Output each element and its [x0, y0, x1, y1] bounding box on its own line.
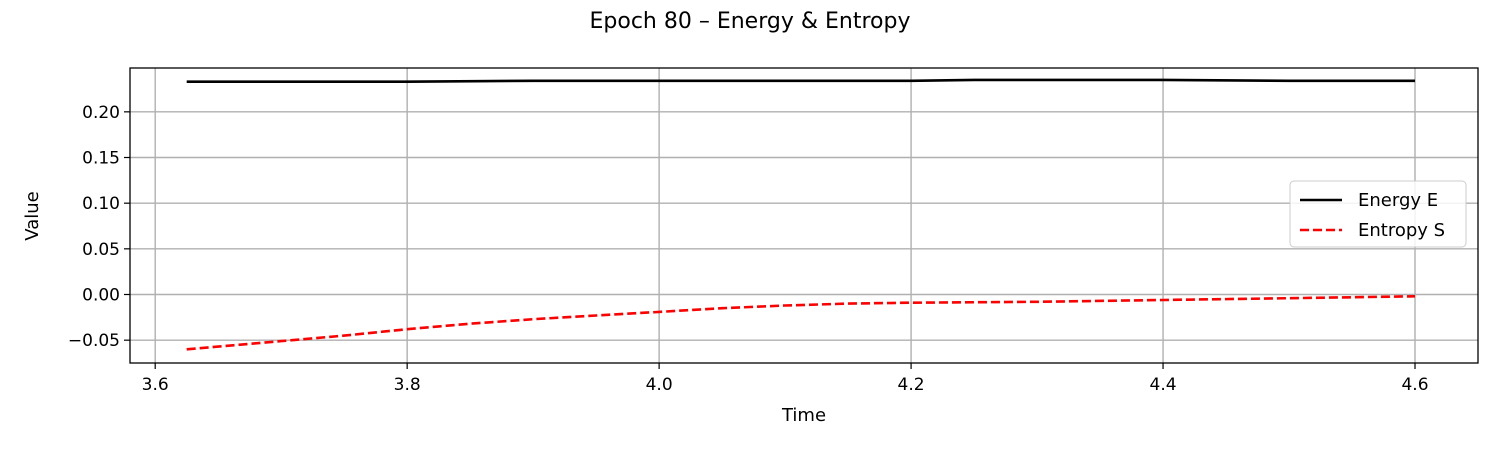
- plot-lines: [186, 78, 1416, 351]
- grid: [130, 68, 1478, 363]
- x-tick-label: 4.4: [1150, 375, 1177, 395]
- x-tick-label: 3.6: [142, 375, 169, 395]
- y-tick-label: 0.10: [82, 194, 120, 214]
- series-line-entropy: [186, 295, 1416, 351]
- chart-title: Epoch 80 – Energy & Entropy: [590, 9, 911, 34]
- x-tick-label: 3.8: [394, 375, 421, 395]
- y-tick-label: 0.20: [82, 103, 120, 123]
- legend-label: Entropy S: [1358, 220, 1445, 241]
- plot-frame: [129, 67, 1479, 364]
- x-axis-label: Time: [781, 405, 826, 426]
- y-tick-label: 0.15: [82, 149, 120, 169]
- series-line-energy: [186, 78, 1415, 83]
- y-axis-label: Value: [22, 191, 43, 240]
- y-tick-label: 0.00: [82, 286, 120, 306]
- y-tick-label: −0.05: [68, 331, 120, 351]
- legend-label: Energy E: [1358, 190, 1438, 211]
- x-tick-label: 4.2: [898, 375, 925, 395]
- x-tick-label: 4.0: [646, 375, 673, 395]
- y-tick-label: 0.05: [82, 240, 120, 260]
- y-axis: −0.05 0.00 0.05 0.10 0.15 0.20: [68, 103, 130, 351]
- x-axis: 3.6 3.8 4.0 4.2 4.4 4.6: [142, 363, 1429, 395]
- legend: Energy E Entropy S: [1289, 180, 1467, 248]
- x-tick-label: 4.6: [1401, 375, 1428, 395]
